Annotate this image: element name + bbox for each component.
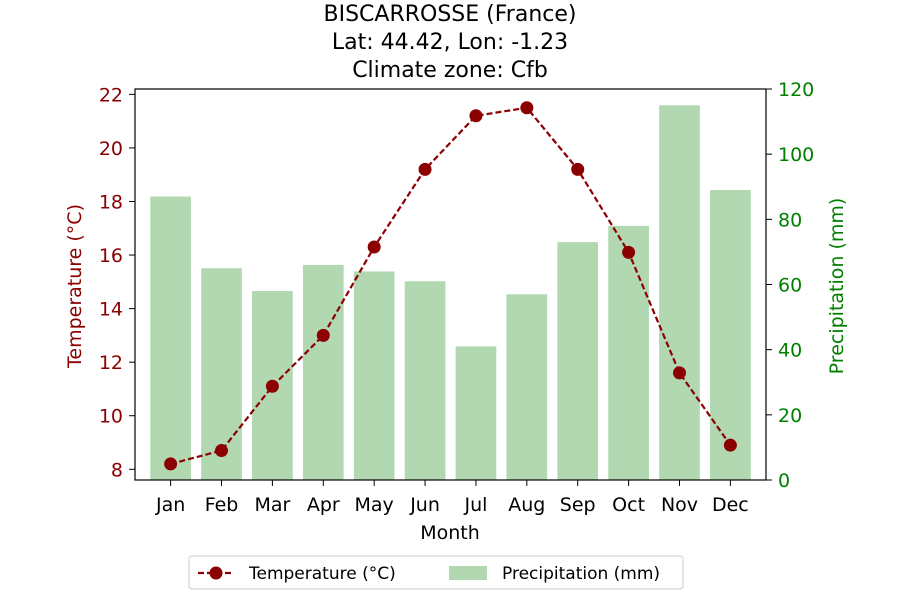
temperature-tick-label-18: 18 — [99, 191, 123, 213]
precipitation-bar-apr — [302, 264, 344, 480]
chart-title: BISCARROSSE (France) Lat: 44.42, Lon: -1… — [324, 2, 577, 83]
month-tick-label-jan: Jan — [155, 494, 185, 516]
precipitation-tick-label-120: 120 — [778, 79, 814, 101]
temperature-point-aug — [520, 101, 534, 115]
precipitation-tick-label-60: 60 — [778, 275, 802, 297]
chart-title-line-3: Climate zone: Cfb — [352, 58, 548, 83]
month-tick-label-jul: Jul — [463, 494, 487, 516]
temperature-point-feb — [215, 444, 229, 458]
temperature-point-may — [367, 240, 381, 254]
precipitation-bars — [150, 105, 751, 481]
temperature-tick-label-16: 16 — [99, 245, 123, 267]
precipitation-bar-jun — [404, 281, 446, 480]
precipitation-tick-label-80: 80 — [778, 209, 802, 231]
temperature-line — [170, 106, 732, 465]
month-tick-label-oct: Oct — [612, 494, 645, 516]
temperature-point-oct — [622, 245, 636, 259]
temperature-tick-label-8: 8 — [111, 459, 123, 481]
month-tick-label-apr: Apr — [307, 494, 340, 516]
temperature-line-group — [164, 101, 737, 471]
temperature-point-dec — [723, 438, 737, 452]
month-tick-label-nov: Nov — [661, 494, 698, 516]
precipitation-axis: 0 20 40 60 80 100 120 — [766, 79, 814, 492]
precipitation-tick-label-40: 40 — [778, 340, 802, 362]
x-axis-label: Month — [420, 522, 480, 544]
temperature-point-jul — [469, 109, 483, 123]
month-tick-label-mar: Mar — [254, 494, 290, 516]
legend-frame — [188, 555, 684, 590]
precipitation-bar-dec — [710, 190, 751, 480]
month-tick-label-aug: Aug — [508, 494, 545, 516]
chart-title-line-2: Lat: 44.42, Lon: -1.23 — [332, 30, 568, 55]
month-tick-label-sep: Sep — [560, 494, 596, 516]
temperature-point-nov — [672, 366, 686, 380]
precipitation-tick-label-100: 100 — [778, 144, 814, 166]
temperature-tick-label-22: 22 — [99, 84, 123, 106]
precipitation-tick-label-20: 20 — [778, 405, 802, 427]
temperature-point-sep — [571, 162, 585, 176]
temperature-tick-label-20: 20 — [99, 138, 123, 160]
month-tick-label-feb: Feb — [205, 494, 239, 516]
precipitation-bar-oct — [608, 225, 649, 480]
temperature-tick-label-14: 14 — [99, 299, 123, 321]
precipitation-bar-jan — [150, 196, 191, 480]
temperature-tick-label-12: 12 — [99, 352, 123, 374]
legend-precipitation-patch — [449, 566, 487, 580]
precipitation-bar-may — [353, 271, 395, 480]
month-tick-label-jun: Jun — [409, 494, 440, 516]
legend: Temperature (°C) Precipitation (mm) — [188, 555, 684, 590]
temperature-axis: 8 10 12 14 16 18 20 22 — [99, 84, 135, 481]
chart-title-line-1: BISCARROSSE (France) — [324, 2, 577, 27]
month-axis: Jan Feb Mar Apr May Jun Jul Aug Sep Oct Nov Dec — [155, 480, 749, 516]
temperature-tick-label-10: 10 — [99, 406, 123, 428]
precipitation-bar-jul — [455, 346, 497, 480]
legend-precipitation-label: Precipitation (mm) — [502, 564, 660, 584]
temperature-axis-label: Temperature (°C) — [64, 204, 86, 369]
precipitation-axis-label: Precipitation (mm) — [826, 198, 848, 375]
temperature-point-apr — [316, 328, 330, 342]
precipitation-bar-aug — [506, 294, 548, 480]
temperature-point-jan — [164, 457, 178, 471]
legend-temperature-label: Temperature (°C) — [248, 564, 396, 584]
precipitation-bar-nov — [659, 105, 700, 481]
temperature-point-jun — [418, 162, 432, 176]
legend-temperature-marker — [209, 566, 223, 580]
precipitation-bar-sep — [557, 242, 599, 480]
month-tick-label-dec: Dec — [712, 494, 749, 516]
temperature-point-mar — [265, 379, 279, 393]
month-tick-label-may: May — [355, 494, 394, 516]
precipitation-tick-label-0: 0 — [778, 470, 790, 492]
